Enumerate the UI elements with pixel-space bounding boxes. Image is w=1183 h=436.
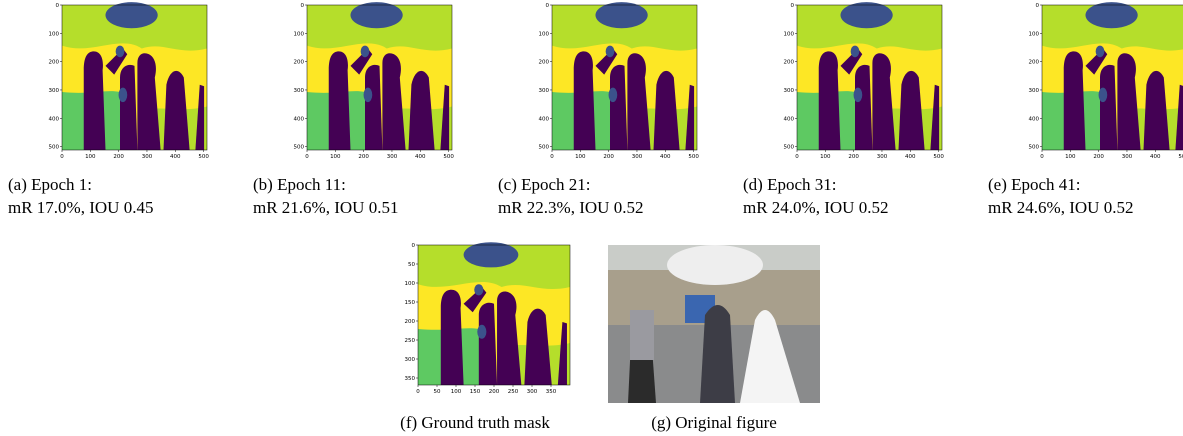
x-tick-label: 200 <box>489 389 500 395</box>
x-tick-label: 100 <box>575 154 586 160</box>
y-tick-label: 400 <box>1029 116 1040 122</box>
y-tick-label: 100 <box>1029 31 1040 37</box>
x-tick-label: 0 <box>416 389 420 395</box>
x-tick-label: 300 <box>632 154 643 160</box>
x-tick-label: 300 <box>387 154 398 160</box>
x-tick-label: 100 <box>85 154 96 160</box>
x-tick-label: 250 <box>508 389 519 395</box>
y-tick-label: 200 <box>49 60 60 66</box>
x-tick-label: 0 <box>795 154 799 160</box>
caption-label: (g) Original figure <box>651 413 777 432</box>
x-tick-label: 300 <box>1122 154 1133 160</box>
mask-image <box>307 2 452 150</box>
figure: 01002003004005000100200300400500(a) Epoc… <box>0 0 1183 436</box>
mask-image <box>1042 2 1183 150</box>
y-tick-label: 500 <box>784 145 795 151</box>
y-tick-label: 100 <box>294 31 305 37</box>
y-tick-label: 400 <box>539 116 550 122</box>
x-tick-label: 0 <box>550 154 554 160</box>
y-tick-label: 300 <box>294 88 305 94</box>
caption-label: (a) Epoch 1: <box>8 175 92 194</box>
caption-label: (c) Epoch 21: <box>498 175 591 194</box>
caption-metrics: mR 24.0%, IOU 0.52 <box>743 198 888 217</box>
x-tick-label: 500 <box>198 154 209 160</box>
x-tick-label: 400 <box>660 154 671 160</box>
y-tick-label: 300 <box>539 88 550 94</box>
y-tick-label: 0 <box>301 3 305 9</box>
y-tick-label: 500 <box>539 145 550 151</box>
x-tick-label: 400 <box>415 154 426 160</box>
x-tick-label: 500 <box>1178 154 1183 160</box>
y-tick-label: 500 <box>49 145 60 151</box>
caption-label: (e) Epoch 41: <box>988 175 1081 194</box>
y-tick-label: 150 <box>405 300 416 306</box>
x-tick-label: 300 <box>527 389 538 395</box>
y-tick-label: 500 <box>1029 145 1040 151</box>
mask-image <box>62 2 207 150</box>
x-tick-label: 200 <box>603 154 614 160</box>
x-tick-label: 100 <box>451 389 462 395</box>
x-tick-label: 200 <box>848 154 859 160</box>
y-tick-label: 300 <box>784 88 795 94</box>
x-tick-label: 200 <box>113 154 124 160</box>
y-tick-label: 50 <box>408 262 415 268</box>
caption-metrics: mR 24.6%, IOU 0.52 <box>988 198 1133 217</box>
x-tick-label: 400 <box>1150 154 1161 160</box>
caption-metrics: mR 22.3%, IOU 0.52 <box>498 198 643 217</box>
mask-image <box>797 2 942 150</box>
x-tick-label: 100 <box>820 154 831 160</box>
x-tick-label: 50 <box>434 389 441 395</box>
x-tick-label: 500 <box>443 154 454 160</box>
y-tick-label: 100 <box>784 31 795 37</box>
groom <box>700 305 735 403</box>
y-tick-label: 100 <box>49 31 60 37</box>
y-tick-label: 300 <box>405 357 416 363</box>
x-tick-label: 500 <box>933 154 944 160</box>
y-tick-label: 350 <box>405 376 416 382</box>
y-tick-label: 100 <box>405 281 416 287</box>
x-tick-label: 400 <box>170 154 181 160</box>
y-tick-label: 250 <box>405 338 416 344</box>
x-tick-label: 300 <box>877 154 888 160</box>
y-tick-label: 300 <box>1029 88 1040 94</box>
x-tick-label: 200 <box>358 154 369 160</box>
y-tick-label: 500 <box>294 145 305 151</box>
umbrella <box>667 245 763 285</box>
y-tick-label: 0 <box>791 3 795 9</box>
y-tick-label: 0 <box>412 243 416 249</box>
y-tick-label: 0 <box>546 3 550 9</box>
caption-metrics: mR 17.0%, IOU 0.45 <box>8 198 153 217</box>
x-tick-label: 500 <box>688 154 699 160</box>
caption-metrics: mR 21.6%, IOU 0.51 <box>253 198 398 217</box>
y-tick-label: 0 <box>56 3 60 9</box>
y-tick-label: 400 <box>294 116 305 122</box>
y-tick-label: 400 <box>49 116 60 122</box>
caption-label: (b) Epoch 11: <box>253 175 346 194</box>
y-tick-label: 0 <box>1036 3 1040 9</box>
caption-label: (d) Epoch 31: <box>743 175 836 194</box>
y-tick-label: 200 <box>1029 60 1040 66</box>
y-tick-label: 400 <box>784 116 795 122</box>
y-tick-label: 200 <box>294 60 305 66</box>
x-tick-label: 0 <box>305 154 309 160</box>
y-tick-label: 200 <box>405 319 416 325</box>
x-tick-label: 150 <box>470 389 481 395</box>
shirt <box>630 310 654 360</box>
photo <box>608 245 820 403</box>
caption-label: (f) Ground truth mask <box>400 413 550 432</box>
y-tick-label: 200 <box>784 60 795 66</box>
x-tick-label: 350 <box>546 389 557 395</box>
y-tick-label: 300 <box>49 88 60 94</box>
x-tick-label: 0 <box>60 154 64 160</box>
mask-image <box>552 2 697 150</box>
x-tick-label: 200 <box>1093 154 1104 160</box>
y-tick-label: 100 <box>539 31 550 37</box>
x-tick-label: 0 <box>1040 154 1044 160</box>
x-tick-label: 300 <box>142 154 153 160</box>
x-tick-label: 400 <box>905 154 916 160</box>
x-tick-label: 100 <box>1065 154 1076 160</box>
y-tick-label: 200 <box>539 60 550 66</box>
mask-image <box>418 242 570 385</box>
x-tick-label: 100 <box>330 154 341 160</box>
